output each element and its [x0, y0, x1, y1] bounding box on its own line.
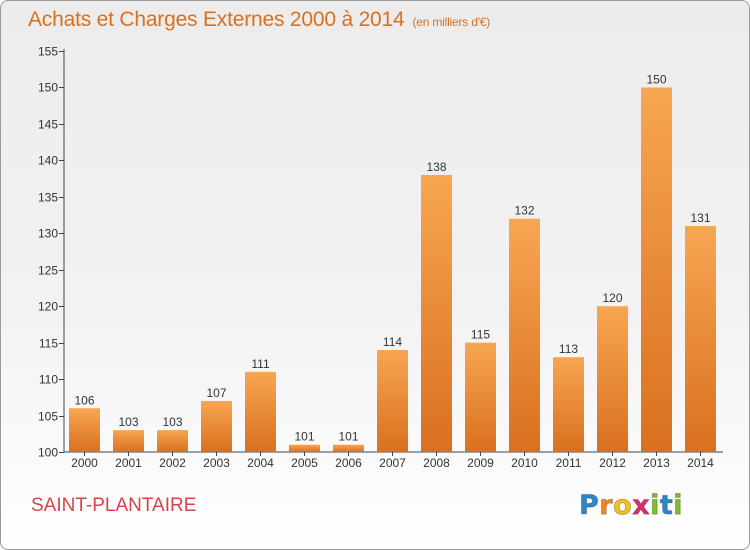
bar	[245, 371, 276, 452]
bar	[553, 357, 584, 452]
data-label: 101	[338, 430, 358, 444]
bar	[597, 306, 628, 452]
y-tick-label: 155	[38, 45, 58, 59]
bar	[641, 87, 672, 453]
x-tick-label: 2003	[203, 456, 230, 470]
bar	[509, 218, 540, 452]
bar	[289, 444, 320, 452]
data-label: 138	[426, 160, 446, 174]
x-tick-label: 2007	[379, 456, 406, 470]
chart-title-text: Achats et Charges Externes 2000 à 2014	[28, 8, 405, 31]
x-tick-label: 2001	[115, 456, 142, 470]
x-tick-label: 2008	[423, 456, 450, 470]
proxiti-logo[interactable]: Proxiti	[578, 490, 684, 522]
bar	[69, 408, 100, 452]
commune-name: SAINT-PLANTAIRE	[31, 495, 197, 516]
y-tick-label: 100	[38, 446, 58, 460]
x-tick-label: 2004	[247, 456, 274, 470]
x-tick-label: 2009	[467, 456, 494, 470]
data-label: 132	[514, 204, 534, 218]
logo-letter: o	[613, 490, 633, 522]
data-label: 114	[383, 335, 402, 349]
bar	[465, 342, 496, 452]
x-tick-label: 2013	[643, 456, 670, 470]
data-label: 115	[471, 328, 490, 342]
bar	[333, 444, 364, 452]
logo-letter: P	[578, 490, 600, 522]
y-tick-label: 120	[38, 300, 58, 314]
data-label: 131	[690, 211, 710, 225]
data-label: 101	[294, 430, 314, 444]
x-tick-label: 2002	[159, 456, 186, 470]
y-tick-label: 105	[38, 410, 58, 424]
logo-letter: t	[659, 490, 674, 522]
x-tick-label: 2010	[511, 456, 538, 470]
logo-letter: r	[599, 490, 614, 522]
x-tick-label: 2006	[335, 456, 362, 470]
bar	[421, 174, 452, 453]
bar	[157, 430, 188, 452]
x-tick-label: 2011	[556, 456, 582, 470]
data-label: 103	[162, 415, 182, 429]
x-tick-label: 2005	[291, 456, 318, 470]
data-label: 103	[118, 415, 138, 429]
x-tick-label: 2000	[71, 456, 98, 470]
y-tick-label: 135	[38, 191, 58, 205]
y-tick-label: 145	[38, 118, 58, 132]
logo-letter: i	[650, 490, 660, 522]
chart-title: Achats et Charges Externes 2000 à 2014 (e…	[28, 8, 490, 32]
data-label: 113	[559, 342, 578, 356]
logo-letter: x	[632, 490, 651, 522]
x-tick-label: 2012	[599, 456, 626, 470]
y-tick-label: 140	[38, 154, 58, 168]
x-tick-label: 2014	[687, 456, 714, 470]
y-tick-label: 110	[39, 373, 58, 387]
bar	[113, 430, 144, 452]
data-label: 120	[602, 291, 622, 305]
chart-subtitle: (en milliers d'€)	[412, 15, 491, 29]
y-tick-label: 130	[38, 227, 58, 241]
y-tick-label: 150	[38, 81, 58, 95]
data-label: 106	[74, 393, 94, 407]
y-tick-label: 125	[38, 264, 58, 278]
data-label: 111	[251, 357, 270, 371]
bar	[377, 349, 408, 452]
data-label: 107	[206, 386, 226, 400]
bar	[201, 400, 232, 452]
data-label: 150	[646, 72, 666, 86]
y-tick-label: 115	[39, 337, 58, 351]
bar	[685, 225, 716, 452]
logo-letter: i	[673, 490, 684, 522]
